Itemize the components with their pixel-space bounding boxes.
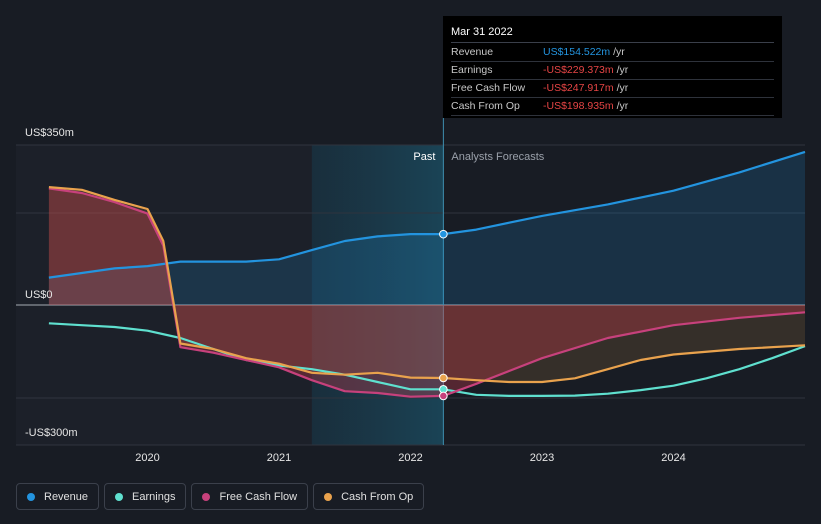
free-cash-flow-marker [440, 392, 448, 400]
legend-dot-icon [324, 493, 332, 501]
tooltip-date: Mar 31 2022 [451, 22, 774, 43]
tooltip-unit: /yr [617, 62, 629, 79]
tooltip-unit: /yr [617, 80, 629, 97]
legend-item-revenue[interactable]: Revenue [16, 483, 99, 510]
legend-dot-icon [115, 493, 123, 501]
legend-label: Revenue [44, 491, 88, 503]
tooltip-label: Earnings [451, 62, 543, 79]
tooltip: Mar 31 2022 Revenue US$154.522m /yr Earn… [443, 16, 782, 118]
legend-item-cash-from-op[interactable]: Cash From Op [313, 483, 424, 510]
tooltip-value: -US$198.935m [543, 98, 614, 115]
y-tick-label: US$0 [25, 289, 53, 301]
legend-dot-icon [27, 493, 35, 501]
legend-item-free-cash-flow[interactable]: Free Cash Flow [191, 483, 308, 510]
x-tick-label: 2023 [530, 452, 554, 464]
x-tick-label: 2021 [267, 452, 291, 464]
tooltip-row-free-cash-flow: Free Cash Flow -US$247.917m /yr [451, 80, 774, 98]
revenue-marker [440, 230, 448, 238]
x-tick-label: 2024 [661, 452, 685, 464]
tooltip-unit: /yr [617, 98, 629, 115]
forecast-label: Analysts Forecasts [451, 151, 544, 163]
past-label: Past [413, 151, 435, 163]
tooltip-value: US$154.522m [543, 44, 610, 61]
legend-label: Earnings [132, 491, 175, 503]
tooltip-label: Revenue [451, 44, 543, 61]
tooltip-row-revenue: Revenue US$154.522m /yr [451, 44, 774, 62]
y-tick-label: -US$300m [25, 427, 78, 439]
legend-label: Cash From Op [341, 491, 413, 503]
legend: Revenue Earnings Free Cash Flow Cash Fro… [16, 483, 429, 510]
tooltip-label: Cash From Op [451, 98, 543, 115]
tooltip-value: -US$247.917m [543, 80, 614, 97]
tooltip-row-earnings: Earnings -US$229.373m /yr [451, 62, 774, 80]
tooltip-value: -US$229.373m [543, 62, 614, 79]
cash-from-op-marker [440, 374, 448, 382]
tooltip-label: Free Cash Flow [451, 80, 543, 97]
x-tick-label: 2020 [135, 452, 159, 464]
legend-label: Free Cash Flow [219, 491, 297, 503]
y-tick-label: US$350m [25, 127, 74, 139]
tooltip-row-cash-from-op: Cash From Op -US$198.935m /yr [451, 98, 774, 116]
tooltip-unit: /yr [613, 44, 625, 61]
legend-dot-icon [202, 493, 210, 501]
legend-item-earnings[interactable]: Earnings [104, 483, 186, 510]
x-tick-label: 2022 [398, 452, 422, 464]
